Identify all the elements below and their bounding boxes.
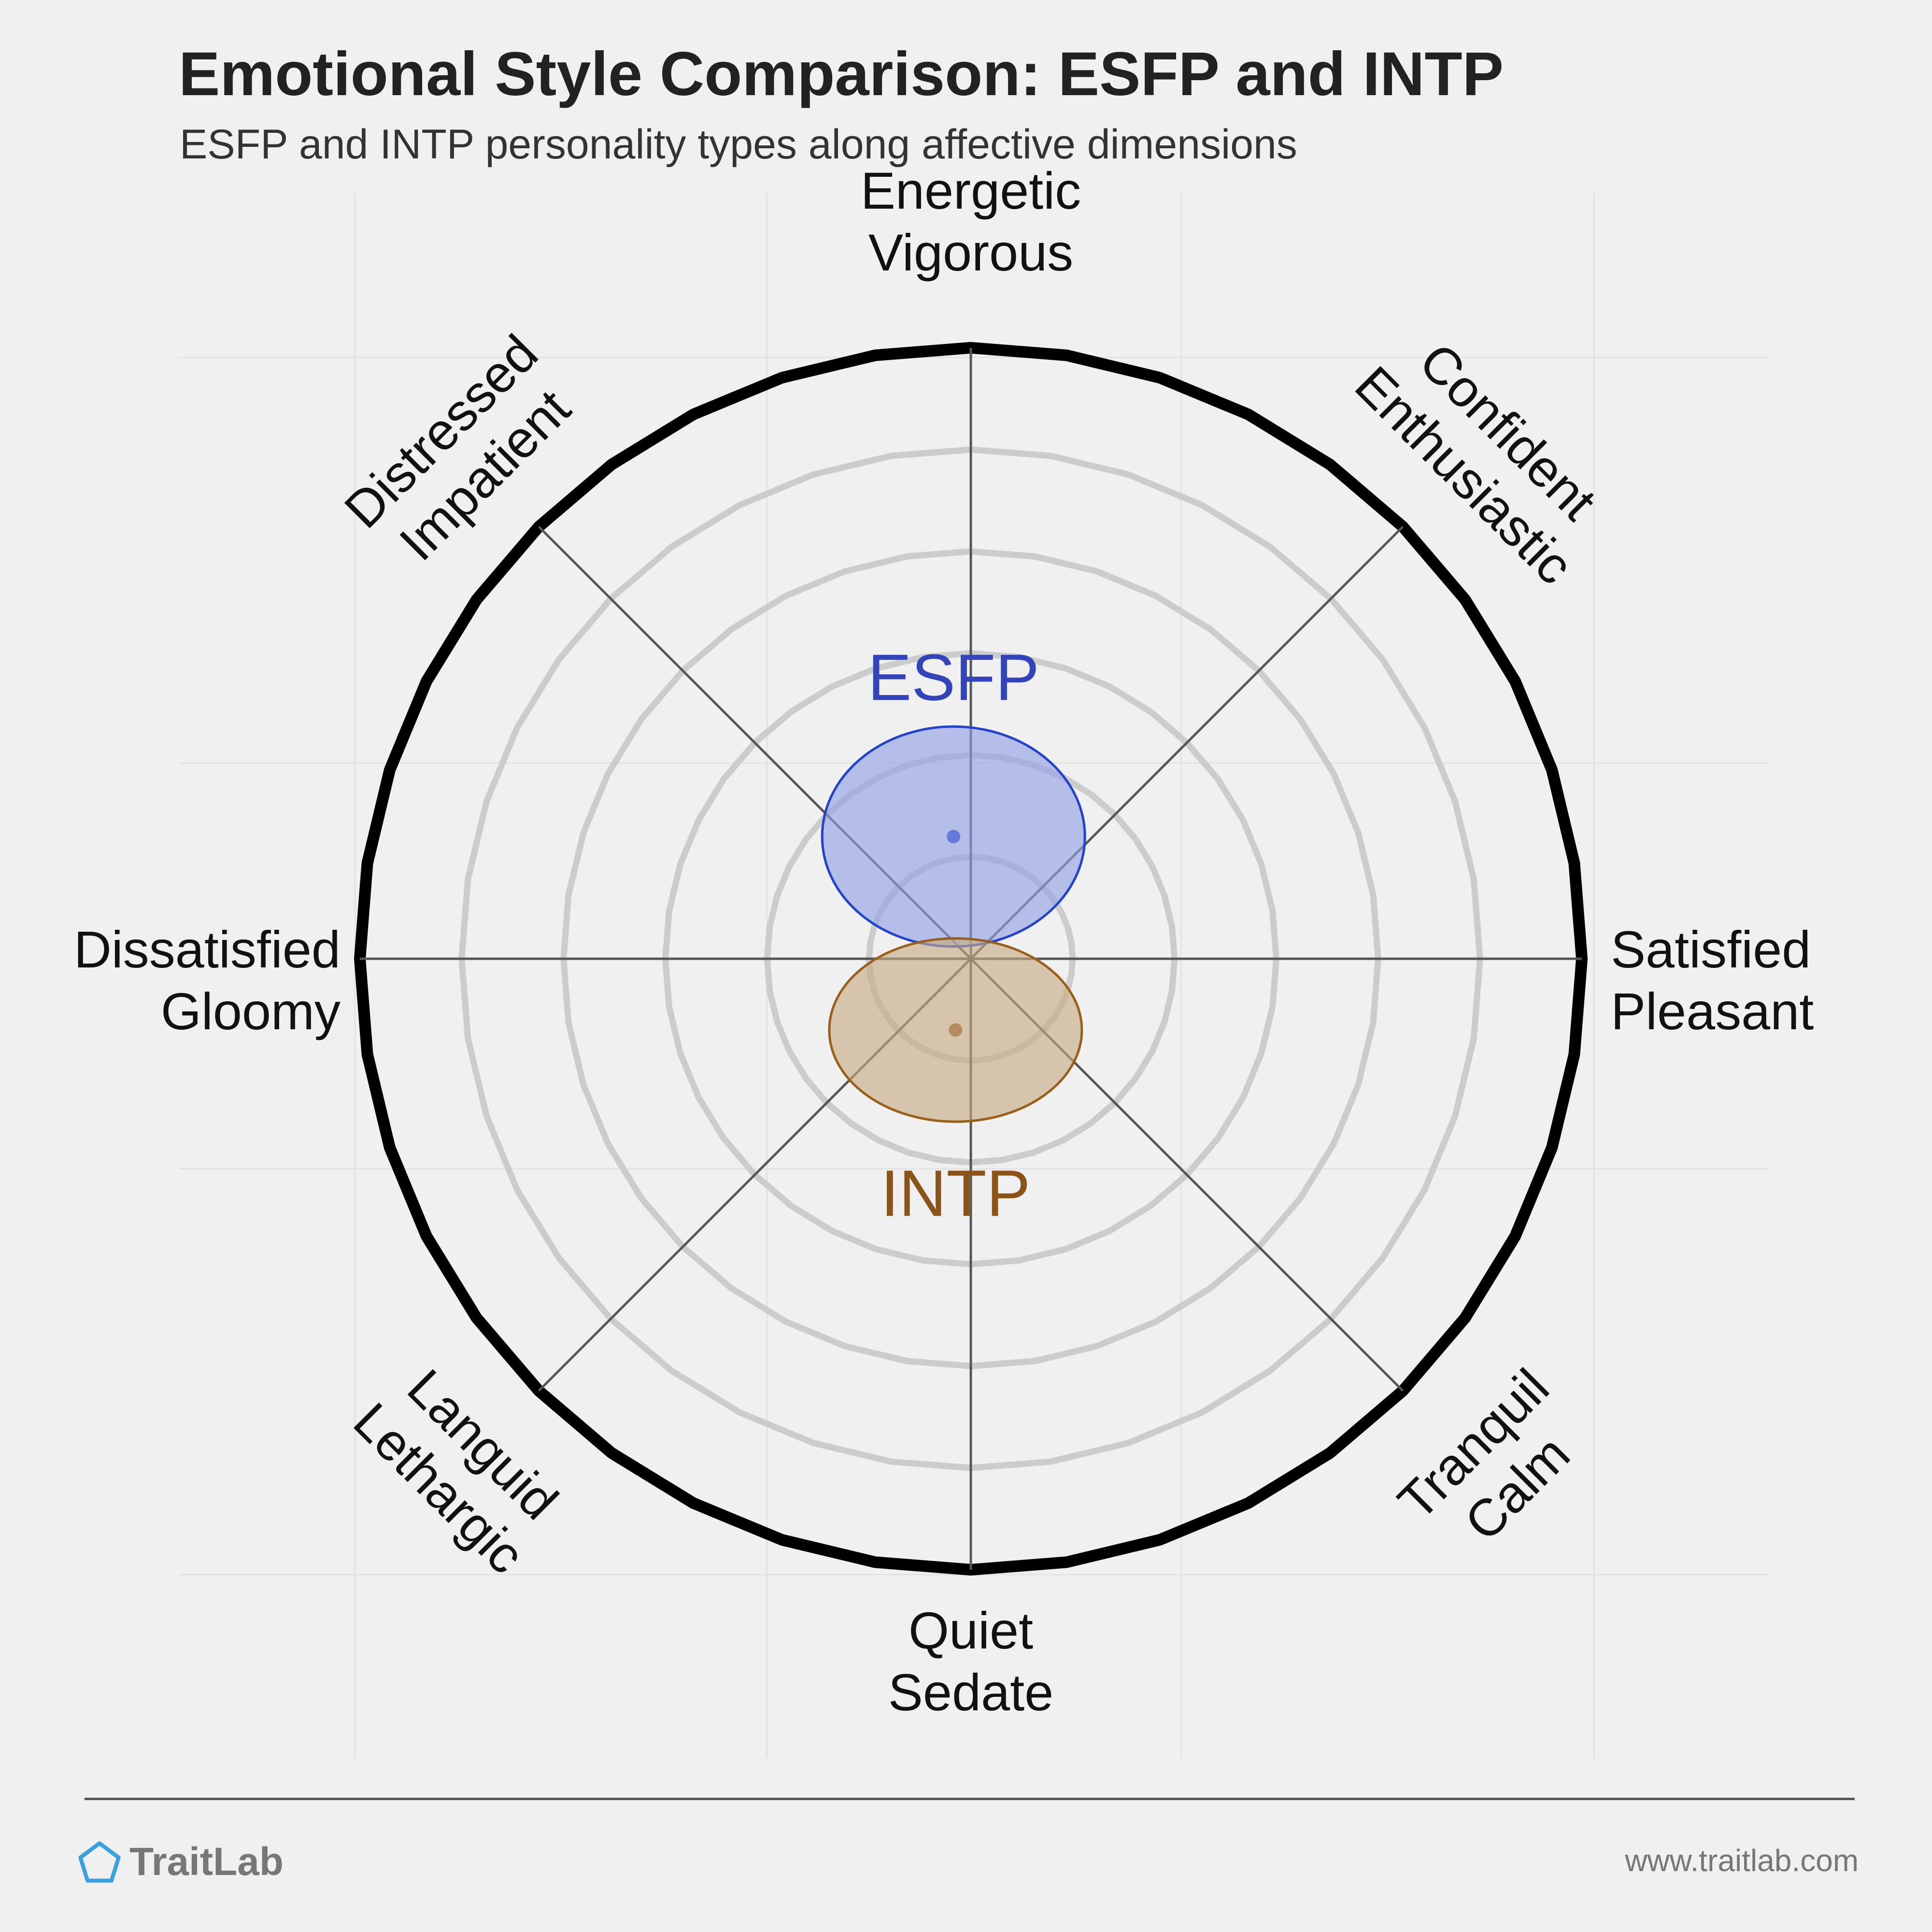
axis-label-text: Pleasant — [1611, 982, 1814, 1040]
axis-label-text: Sedate — [888, 1663, 1053, 1721]
series-point-esfp — [947, 830, 961, 843]
chart-series: ESFP INTP — [821, 640, 1086, 1230]
axis-label-text: Satisfied — [1611, 920, 1811, 979]
series-label-intp: INTP — [881, 1156, 1030, 1230]
axis-label-text: Dissatisfied — [74, 920, 341, 979]
brand-name: TraitLab — [129, 1840, 284, 1884]
site-url: www.traitlab.com — [1625, 1843, 1859, 1878]
pentagon-icon — [78, 1841, 121, 1883]
axis-label-text: Vigorous — [868, 223, 1073, 282]
axis-label-text: Gloomy — [161, 982, 341, 1040]
axis-label-text: Quiet — [909, 1601, 1033, 1660]
series-label-esfp: ESFP — [868, 640, 1039, 714]
axis-label-text: Energetic — [861, 161, 1081, 220]
chart-subtitle: ESFP and INTP personality types along af… — [180, 121, 1297, 168]
series-point-intp — [949, 1023, 963, 1037]
footer-divider — [85, 1798, 1855, 1800]
chart-title: Emotional Style Comparison: ESFP and INT… — [179, 40, 1504, 109]
brand-logo: TraitLab — [77, 1835, 284, 1889]
